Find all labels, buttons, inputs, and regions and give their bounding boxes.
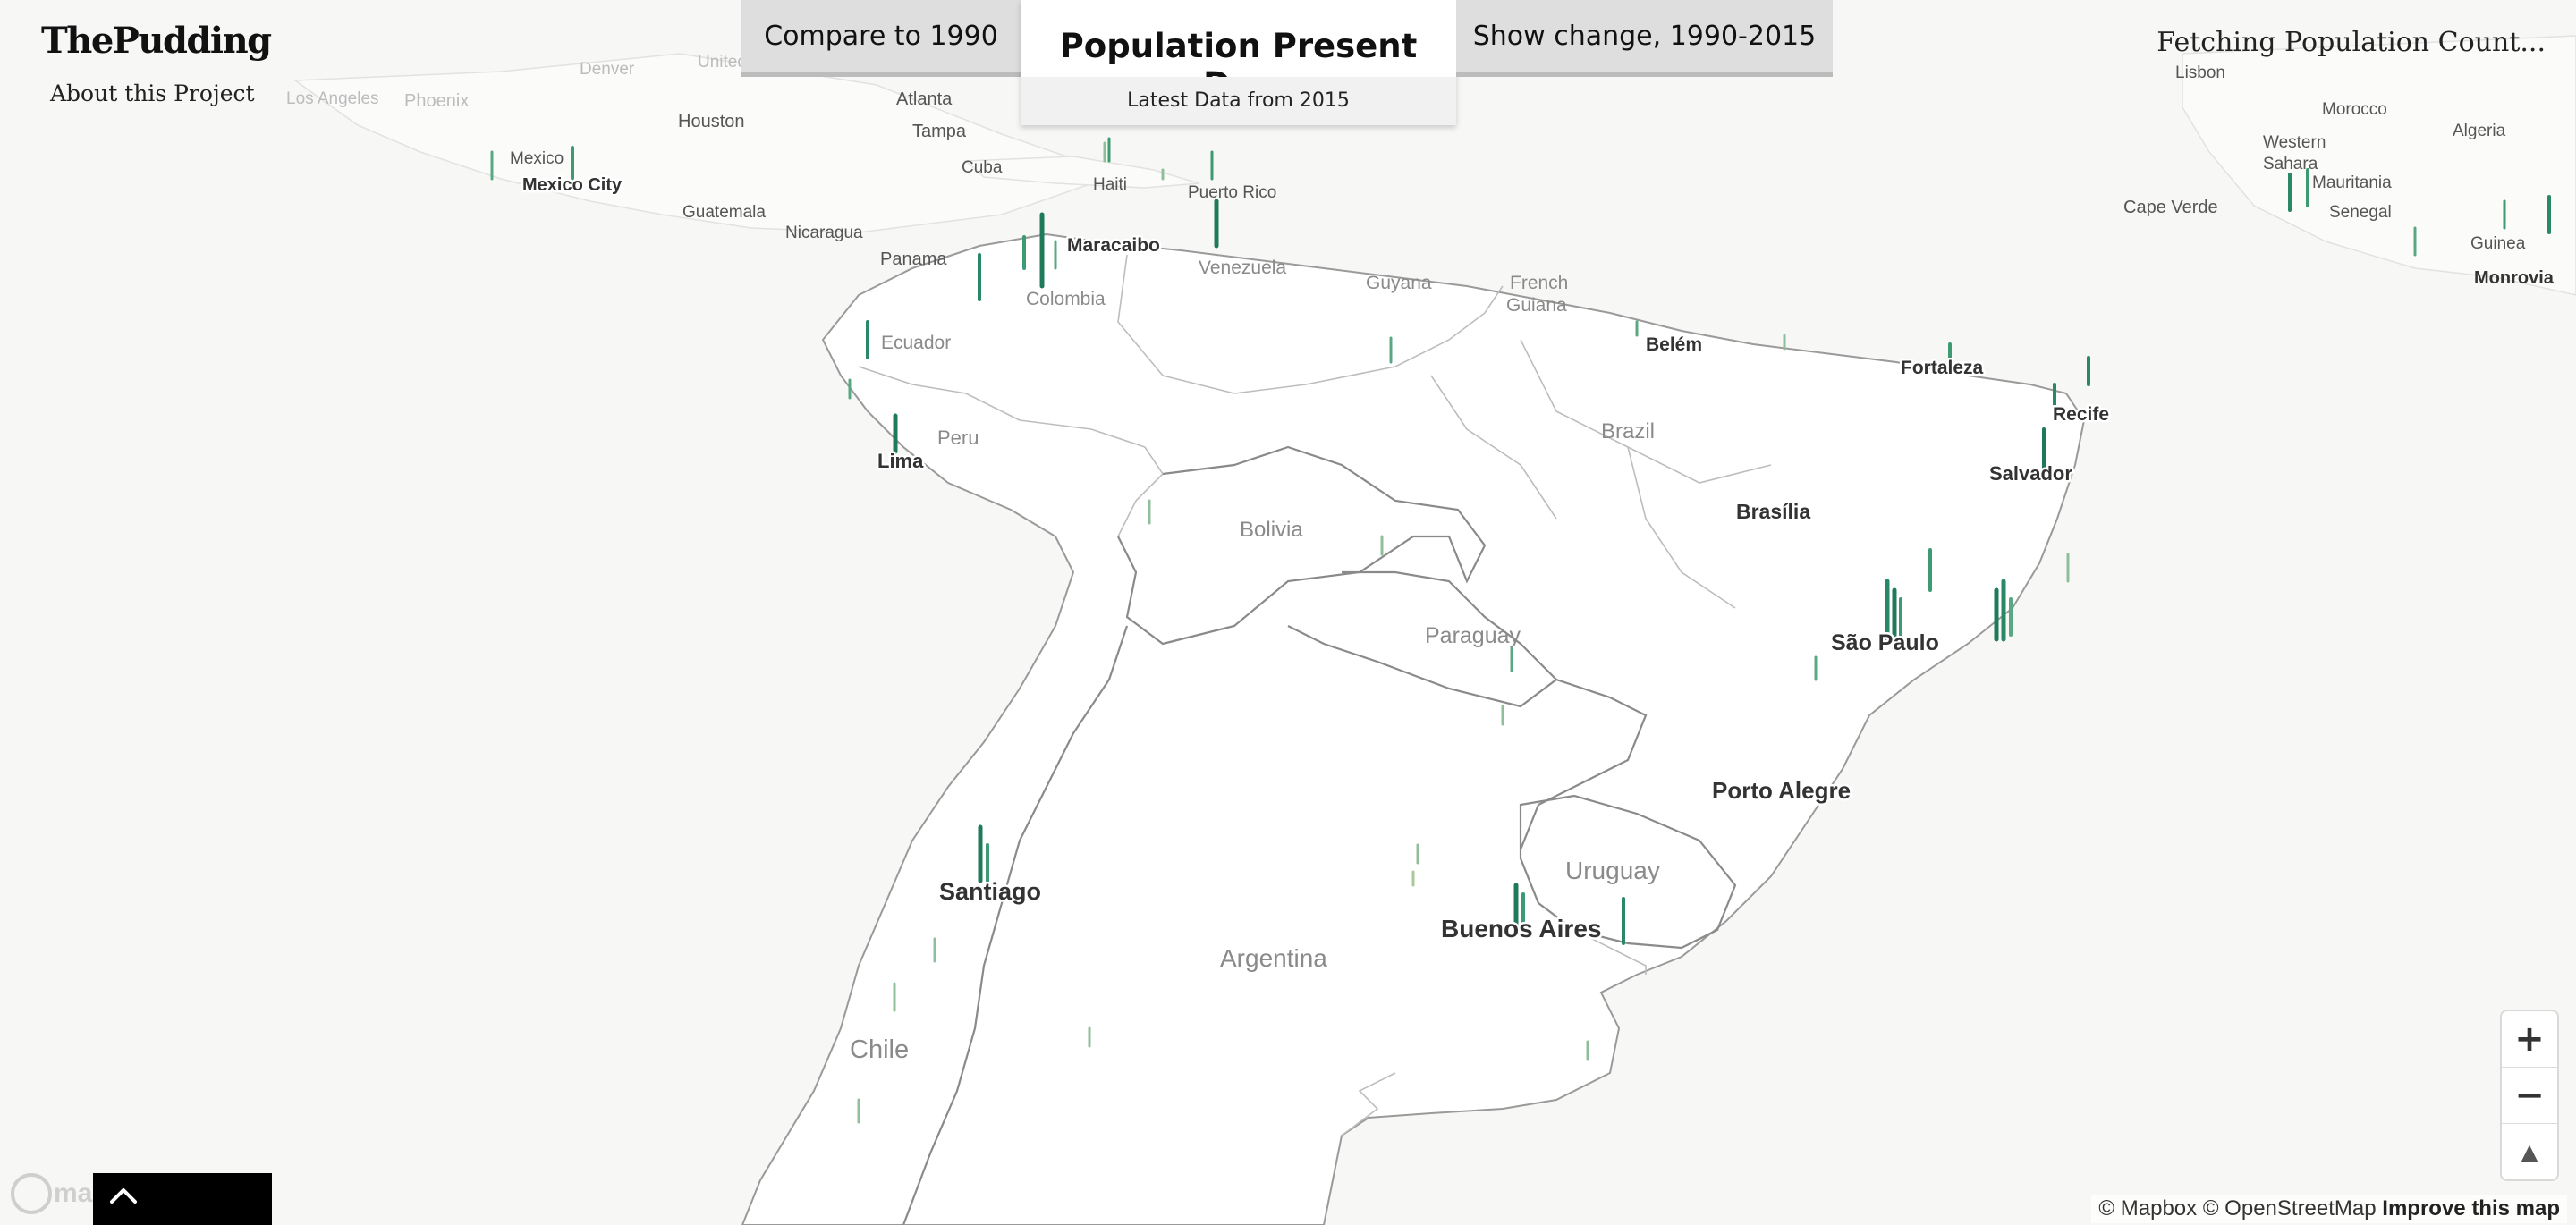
compass-button[interactable]: ▲	[2502, 1124, 2557, 1179]
border-argentina-brazil	[1519, 678, 1648, 850]
chevron-up-icon	[110, 1188, 137, 1204]
label-paraguay: Paraguay	[1425, 623, 1521, 648]
label-mexico-city: Mexico City	[522, 175, 623, 195]
label-french-guiana-2: Guiana	[1506, 295, 1567, 316]
label-houston: Houston	[678, 112, 745, 131]
label-ecuador: Ecuador	[881, 333, 951, 353]
border-brazil-states-3	[1430, 375, 1557, 520]
label-western-sahara-1: Western	[2263, 133, 2326, 152]
present-day-tab[interactable]: Population Present Day Latest Data from …	[1021, 0, 1456, 125]
population-count-status: Fetching Population Count...	[2157, 27, 2546, 58]
compass-icon: ▲	[2521, 1139, 2538, 1164]
label-sao-paulo: São Paulo	[1831, 630, 1939, 655]
caribbean-islands	[964, 156, 1199, 189]
zoom-out-button[interactable]: −	[2502, 1068, 2557, 1124]
label-argentina: Argentina	[1220, 944, 1327, 972]
label-french-guiana-1: French	[1510, 273, 1568, 293]
compare-1990-button[interactable]: Compare to 1990	[741, 0, 1021, 77]
label-los-angeles: Los Angeles	[286, 89, 379, 108]
label-atlanta: Atlanta	[896, 89, 953, 109]
border-rio-de-la-plata	[1573, 929, 1647, 975]
border-colombia-venezuela	[1117, 254, 1235, 394]
label-buenos-aires: Buenos Aires	[1441, 915, 1601, 942]
label-colombia: Colombia	[1026, 289, 1106, 309]
mapbox-attribution-link[interactable]: © Mapbox	[2098, 1196, 2198, 1221]
present-day-subtitle: Latest Data from 2015	[1021, 77, 1456, 125]
zoom-controls: + − ▲	[2502, 1011, 2557, 1179]
about-project-link[interactable]: About this Project	[50, 80, 255, 106]
border-bolivia	[1117, 445, 1487, 646]
label-algeria: Algeria	[2453, 122, 2506, 140]
label-bolivia: Bolivia	[1240, 518, 1303, 542]
label-chile: Chile	[850, 1035, 909, 1064]
population-spikes	[490, 137, 2551, 1124]
border-peru-brazil	[1019, 419, 1165, 537]
label-brasilia: Brasília	[1736, 500, 1810, 523]
label-fortaleza: Fortaleza	[1901, 358, 1984, 378]
label-uruguay: Uruguay	[1565, 857, 1660, 884]
show-change-button[interactable]: Show change, 1990-2015	[1456, 0, 1833, 77]
osm-attribution-link[interactable]: © OpenStreetMap	[2202, 1196, 2377, 1221]
label-guatemala: Guatemala	[682, 203, 766, 222]
label-mexico: Mexico	[510, 149, 564, 168]
label-denver: Denver	[580, 60, 635, 79]
border-guyana	[1448, 285, 1504, 341]
label-puerto-rico: Puerto Rico	[1188, 183, 1276, 202]
label-phoenix: Phoenix	[404, 91, 469, 111]
mapbox-logo-icon[interactable]	[11, 1173, 52, 1214]
label-guinea: Guinea	[2470, 234, 2526, 253]
zoom-in-button[interactable]: +	[2502, 1011, 2557, 1068]
label-guyana: Guyana	[1366, 273, 1432, 293]
argentina-coast-detail	[1341, 1072, 1396, 1136]
pudding-logo[interactable]: ThePudding	[41, 20, 272, 62]
label-panama: Panama	[880, 249, 947, 269]
label-morocco: Morocco	[2322, 100, 2387, 119]
label-peru: Peru	[937, 427, 979, 449]
label-cape-verde: Cape Verde	[2123, 198, 2218, 217]
border-brazil-states-2	[1627, 446, 1736, 609]
border-venezuela-brazil	[1233, 339, 1450, 394]
label-lima: Lima	[877, 450, 924, 472]
label-porto-alegre: Porto Alegre	[1712, 777, 1851, 804]
expand-drawer-button[interactable]	[93, 1173, 272, 1225]
improve-map-link[interactable]: Improve this map	[2382, 1196, 2560, 1221]
label-santiago: Santiago	[939, 878, 1041, 905]
label-recife: Recife	[2053, 404, 2109, 425]
border-uruguay	[1519, 794, 1737, 950]
label-tampa: Tampa	[912, 122, 967, 141]
label-brazil: Brazil	[1601, 419, 1655, 444]
label-lisbon: Lisbon	[2175, 63, 2225, 82]
label-maracaibo: Maracaibo	[1067, 235, 1160, 256]
label-monrovia: Monrovia	[2474, 268, 2555, 288]
label-senegal: Senegal	[2329, 203, 2392, 222]
label-haiti: Haiti	[1093, 175, 1127, 194]
label-venezuela: Venezuela	[1199, 258, 1286, 278]
africa-landmass	[2182, 35, 2576, 296]
border-ecuador	[858, 366, 1021, 421]
label-cuba: Cuba	[962, 158, 1003, 177]
label-belem: Belém	[1646, 334, 1702, 355]
label-western-sahara-2: Sahara	[2263, 155, 2318, 173]
label-nicaragua: Nicaragua	[785, 224, 863, 242]
label-salvador: Salvador	[1989, 462, 2072, 485]
map-attribution: © Mapbox © OpenStreetMap Improve this ma…	[2091, 1195, 2567, 1223]
border-chile-argentina	[902, 625, 1129, 1225]
south-america-landmass	[741, 232, 2086, 1225]
label-mauritania: Mauritania	[2312, 173, 2392, 192]
